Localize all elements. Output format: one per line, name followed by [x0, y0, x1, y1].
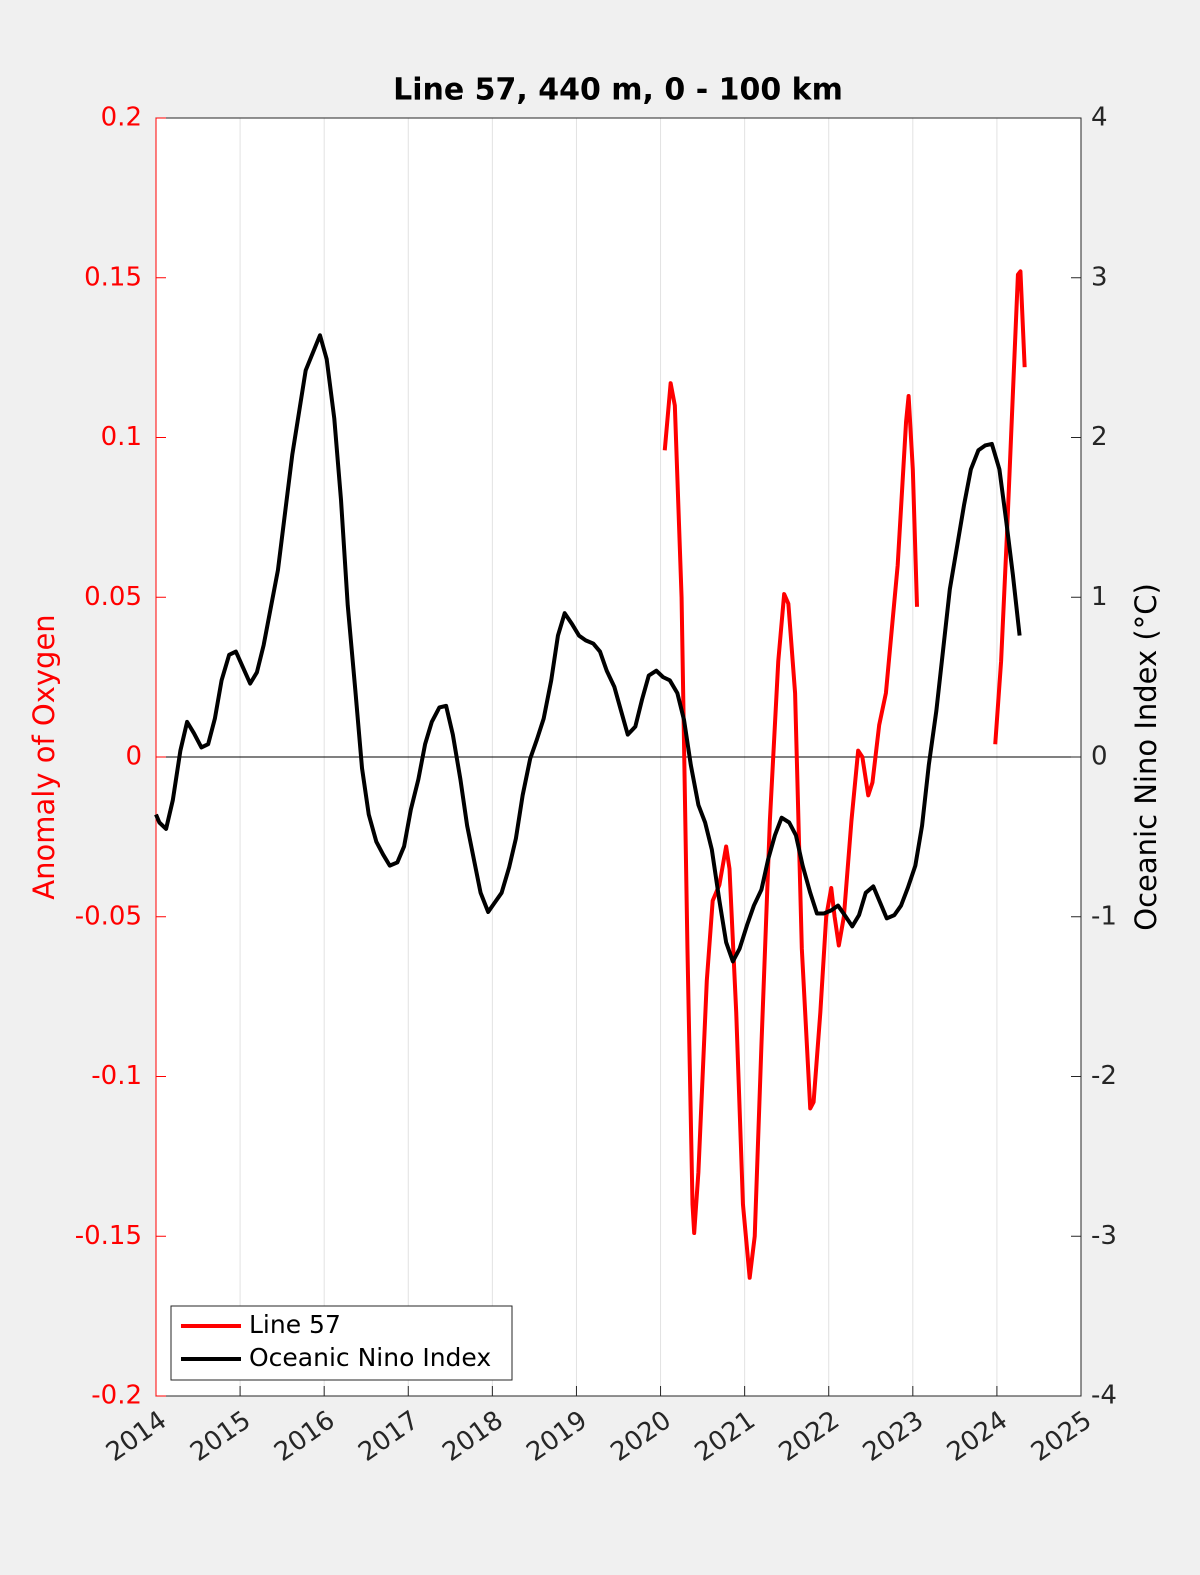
x-tick-label: 2025: [1026, 1405, 1097, 1468]
x-tick-label: 2016: [269, 1405, 340, 1468]
y2-tick-label: 3: [1091, 262, 1108, 292]
x-tick-label: 2022: [774, 1405, 845, 1468]
y2-tick-label: -3: [1091, 1221, 1117, 1251]
y2-tick-label: 0: [1091, 742, 1108, 772]
y-tick-label: 0.05: [84, 582, 142, 612]
x-tick-label: 2017: [353, 1405, 424, 1468]
y-tick-label: 0.1: [101, 422, 142, 452]
x-tick-label: 2020: [605, 1405, 676, 1468]
y2-tick-label: -1: [1091, 901, 1117, 931]
y2-tick-label: 1: [1091, 582, 1108, 612]
y-tick-label: 0: [125, 742, 142, 772]
chart-title: Line 57, 440 m, 0 - 100 km: [393, 73, 843, 108]
y-tick-label: 0.15: [84, 262, 142, 292]
x-tick-label: 2024: [942, 1405, 1013, 1468]
y-tick-label: -0.2: [91, 1381, 142, 1411]
y2-tick-label: -4: [1091, 1381, 1117, 1411]
x-tick-label: 2014: [101, 1405, 172, 1468]
y2-tick-label: 4: [1091, 103, 1108, 133]
y2-axis-label: Oceanic Nino Index (°C): [1129, 583, 1163, 931]
y2-tick-label: 2: [1091, 422, 1108, 452]
series-line: [154, 333, 1022, 964]
legend-label: Line 57: [249, 1310, 341, 1339]
series-line: [662, 269, 1027, 1280]
legend-label: Oceanic Nino Index: [249, 1343, 491, 1372]
y-axis-label: Anomaly of Oxygen: [27, 614, 61, 899]
x-tick-label: 2019: [521, 1405, 592, 1468]
x-tick-label: 2018: [437, 1405, 508, 1468]
x-tick-label: 2021: [690, 1405, 761, 1468]
y-tick-label: -0.1: [91, 1061, 142, 1091]
y-tick-label: -0.15: [75, 1221, 142, 1251]
x-tick-label: 2015: [185, 1405, 256, 1468]
y-tick-label: -0.05: [75, 901, 142, 931]
y2-tick-label: -2: [1091, 1061, 1117, 1091]
y-tick-label: 0.2: [101, 103, 142, 133]
legend-box: [170, 1305, 513, 1381]
x-tick-label: 2023: [858, 1405, 929, 1468]
